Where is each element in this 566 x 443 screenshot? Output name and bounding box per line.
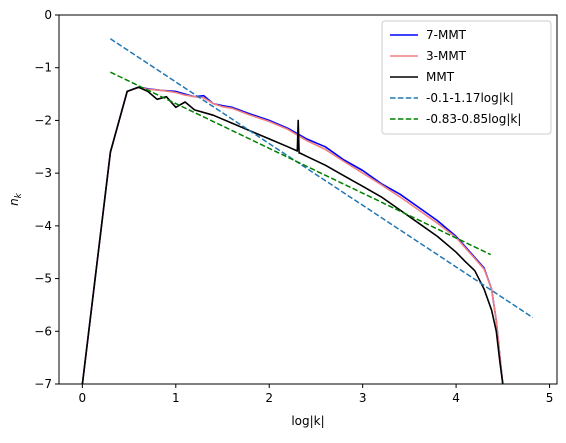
legend-label-3: -0.1-1.17log|k| xyxy=(426,91,514,105)
x-tick-label: 3 xyxy=(359,391,367,405)
x-axis-ticks: 0 1 2 3 4 5 xyxy=(79,384,554,405)
legend-label-0: 7-MMT xyxy=(426,28,467,42)
y-tick-label: −7 xyxy=(34,377,52,391)
legend-label-2: MMT xyxy=(426,70,455,84)
y-tick-label: −6 xyxy=(34,324,52,338)
y-tick-label: −3 xyxy=(34,166,52,180)
plot-frame xyxy=(58,14,558,385)
x-tick-label: 0 xyxy=(79,391,87,405)
y-axis-label: nk xyxy=(7,192,24,206)
x-tick-label: 4 xyxy=(452,391,460,405)
legend-label-4: -0.83-0.85log|k| xyxy=(426,112,521,126)
y-tick-label: −1 xyxy=(34,61,52,75)
x-tick-label: 5 xyxy=(546,391,554,405)
series-line-3 xyxy=(109,38,534,319)
y-tick-label: −4 xyxy=(34,219,52,233)
y-tick-label: −2 xyxy=(34,113,52,127)
y-tick-label: 0 xyxy=(44,8,52,22)
y-tick-label: −5 xyxy=(34,272,52,286)
x-axis-label: log|k| xyxy=(291,414,324,428)
series-layer xyxy=(81,38,534,384)
legend: 7-MMT 3-MMT MMT -0.1-1.17log|k| -0.83-0.85lo… xyxy=(381,20,552,135)
series-line-4 xyxy=(110,71,492,256)
x-tick-label: 2 xyxy=(265,391,273,405)
legend-box xyxy=(381,20,552,135)
y-axis-ticks: 0 −1 −2 −3 −4 −5 −6 −7 xyxy=(34,8,59,391)
legend-label-1: 3-MMT xyxy=(426,49,467,63)
x-tick-label: 1 xyxy=(172,391,180,405)
